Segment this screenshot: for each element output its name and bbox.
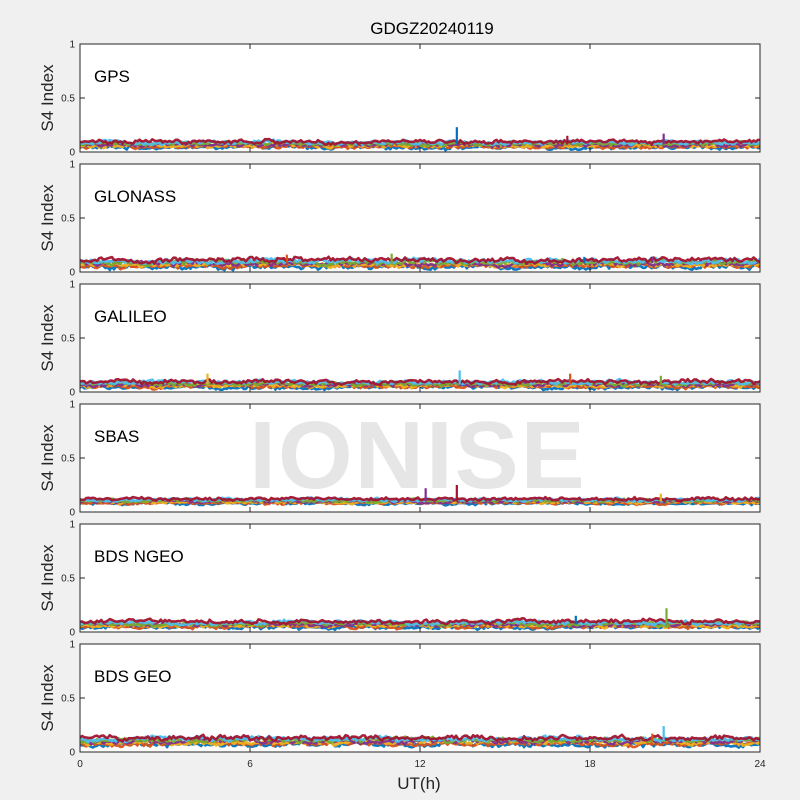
panel-label: GPS	[94, 67, 130, 86]
series-group	[80, 370, 760, 392]
y-tick-label: 0	[69, 388, 75, 399]
plot-area	[80, 44, 760, 152]
x-tick-label: 0	[77, 759, 83, 770]
y-tick-label: 1	[69, 280, 75, 291]
plot-area	[80, 404, 760, 512]
y-axis-label: S4 Index	[38, 304, 57, 372]
y-tick-label: 0.5	[61, 574, 75, 585]
y-tick-label: 0.5	[61, 334, 75, 345]
x-tick-label: 24	[754, 759, 766, 770]
panel-glonass: 0 0.5 1 GLONASS S4 Index	[38, 160, 761, 279]
series-line-7	[80, 617, 760, 626]
panel-bds-geo: 0 0.5 1 0 6 12 18 24 BDS GEO S4 Index	[38, 640, 766, 771]
series-group	[80, 127, 760, 152]
chart-title: GDGZ20240119	[370, 19, 493, 38]
series-line-7	[80, 495, 760, 503]
panel-label: SBAS	[94, 427, 139, 446]
watermark: IONISE	[249, 402, 586, 509]
y-tick-label: 0.5	[61, 454, 75, 465]
plot-area	[80, 284, 760, 392]
y-axis-label: S4 Index	[38, 64, 57, 132]
plot-area	[80, 164, 760, 272]
panel-sbas: 0 0.5 1 SBAS S4 Index	[38, 400, 761, 519]
series-line-7	[80, 377, 760, 387]
panel-bds-ngeo: 0 0.5 1 BDS NGEO S4 Index	[38, 520, 761, 639]
y-axis-label: S4 Index	[38, 424, 57, 492]
panel-label: BDS GEO	[94, 667, 171, 686]
y-tick-label: 1	[69, 40, 75, 51]
y-axis-label: S4 Index	[38, 544, 57, 612]
panel-label: GALILEO	[94, 307, 167, 326]
plot-area	[80, 644, 760, 752]
y-axis-label: S4 Index	[38, 664, 57, 732]
y-tick-label: 0	[69, 628, 75, 639]
panel-galileo: 0 0.5 1 GALILEO S4 Index	[38, 280, 761, 399]
y-tick-label: 1	[69, 640, 75, 651]
x-axis-label: UT(h)	[397, 774, 440, 793]
panels: 0 0.5 1 GPS S4 Index 0 0.5 1 GLONASS S4 Index 0 0.5…	[38, 40, 766, 771]
y-axis-label: S4 Index	[38, 184, 57, 252]
series-line-7	[80, 137, 760, 146]
y-tick-label: 0	[69, 148, 75, 159]
y-tick-label: 1	[69, 160, 75, 171]
series-line-7	[80, 255, 760, 265]
panel-label: GLONASS	[94, 187, 176, 206]
series-group	[80, 485, 760, 507]
panel-label: BDS NGEO	[94, 547, 184, 566]
series-group	[80, 726, 760, 749]
y-tick-label: 0.5	[61, 694, 75, 705]
y-tick-label: 1	[69, 400, 75, 411]
y-tick-label: 0.5	[61, 214, 75, 225]
series-line-7	[80, 733, 760, 743]
y-tick-label: 0.5	[61, 94, 75, 105]
x-tick-label: 6	[247, 759, 253, 770]
y-tick-label: 0	[69, 508, 75, 519]
plot-area	[80, 524, 760, 632]
x-tick-label: 18	[584, 759, 596, 770]
y-tick-label: 1	[69, 520, 75, 531]
y-tick-label: 0	[69, 268, 75, 279]
y-tick-label: 0	[69, 748, 75, 759]
panel-gps: 0 0.5 1 GPS S4 Index	[38, 40, 761, 159]
x-tick-label: 12	[414, 759, 426, 770]
series-group	[80, 608, 760, 632]
